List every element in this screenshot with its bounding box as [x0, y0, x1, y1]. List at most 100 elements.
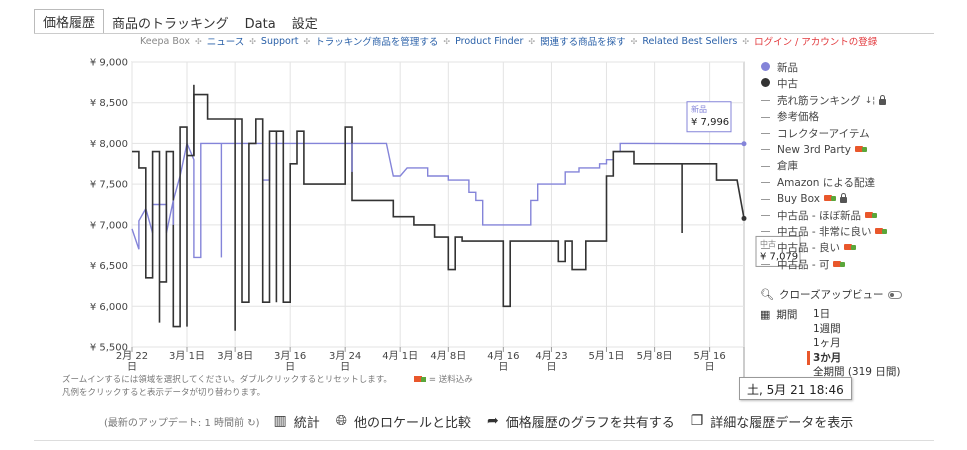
- legend-label: New 3rd Party: [777, 143, 851, 156]
- series-dash-icon: [760, 109, 771, 125]
- series-dash-icon: [760, 93, 771, 109]
- x-tick-label-line2: 日: [340, 362, 350, 373]
- period-option-3[interactable]: 3か月: [807, 350, 900, 366]
- action-share[interactable]: ➦ 価格履歴のグラフを共有する: [487, 412, 675, 431]
- x-tick-label: 4月 8日: [430, 350, 466, 362]
- subnav-link-4[interactable]: Product Finder: [455, 35, 524, 47]
- legend-item-1[interactable]: 中古: [760, 76, 887, 92]
- series-dash-icon: [760, 240, 771, 256]
- magnifier-icon: 🔍︎: [760, 288, 774, 301]
- legend-label: 中古品 - 非常に良い: [777, 225, 872, 238]
- period-label: 期間: [776, 309, 798, 321]
- action-bar-chart[interactable]: ▥ 統計: [273, 412, 319, 431]
- sub-navigation: Keepa Box ✣ ニュース ✣ Support ✣ トラッキング商品を管理する ✣ Pro…: [140, 34, 878, 49]
- separator-icon: ✣: [742, 36, 750, 46]
- subnav-link-3[interactable]: トラッキング商品を管理する: [315, 37, 439, 48]
- y-tick-label: ¥ 6,500: [90, 261, 128, 272]
- legend-marker: [761, 247, 770, 249]
- period-option-1[interactable]: 1週間: [813, 322, 841, 335]
- sort-order-icon[interactable]: ↓¦: [864, 95, 876, 106]
- shipping-truck-icon: [843, 244, 856, 252]
- legend-item-9[interactable]: 中古品 - ほぼ新品: [760, 208, 887, 224]
- period-option-2[interactable]: 1ヶ月: [813, 337, 841, 350]
- tab-3[interactable]: 設定: [291, 17, 318, 32]
- legend-item-0[interactable]: 新品: [760, 60, 887, 76]
- legend-item-8[interactable]: Buy Box: [760, 191, 887, 207]
- series-dot-icon: [760, 60, 771, 76]
- shipping-truck-icon: [413, 375, 426, 384]
- legend-item-5[interactable]: New 3rd Party: [760, 142, 887, 158]
- lock-icon: [839, 193, 847, 204]
- legend-marker: [761, 182, 770, 184]
- legend-item-10[interactable]: 中古品 - 非常に良い: [760, 224, 888, 240]
- subnav-link-1[interactable]: ニュース: [206, 37, 245, 48]
- subnav-link-0[interactable]: Keepa Box: [140, 35, 190, 47]
- toggle-switch-icon[interactable]: [888, 290, 903, 299]
- subnav-link-2[interactable]: Support: [260, 35, 299, 47]
- legend-item-12[interactable]: 中古品 - 可: [760, 257, 887, 273]
- legend-label: 売れ筋ランキング: [777, 94, 861, 107]
- legend-label: 新品: [777, 62, 798, 74]
- series-dash-icon: [760, 175, 771, 191]
- period-option-0[interactable]: 1日: [813, 308, 831, 320]
- legend-hint: 凡例をクリックすると表示データが切り替わります。: [62, 387, 266, 398]
- action-label: 他のロケールと比較: [353, 415, 471, 431]
- separator-icon: ✣: [194, 36, 202, 46]
- x-tick-label-line2: 日: [498, 362, 508, 373]
- legend-label: コレクターアイテム: [777, 127, 870, 140]
- legend-marker: [761, 264, 770, 266]
- series-dash-icon: [760, 257, 771, 273]
- subnav-link-7[interactable]: ログイン / アカウントの登録: [754, 37, 878, 48]
- series-dash-icon: [760, 126, 771, 142]
- legend-label: 中古品 - 可: [777, 258, 830, 271]
- series-end-marker: [741, 141, 747, 147]
- legend-marker: [761, 149, 770, 151]
- end-value-box: [755, 235, 801, 267]
- tab-0[interactable]: 価格履歴: [34, 9, 105, 34]
- legend-item-2[interactable]: 売れ筋ランキング ↓¦: [760, 93, 887, 109]
- legend-label: 中古品 - 良い: [777, 242, 840, 255]
- period-option-4[interactable]: 全期間 (319 日間): [813, 366, 901, 379]
- closeup-view-toggle[interactable]: 🔍︎ クローズアップビュー: [760, 287, 903, 302]
- plot-area[interactable]: [131, 61, 745, 348]
- x-tick-label: 3月 24: [329, 350, 361, 362]
- legend-item-4[interactable]: コレクターアイテム: [760, 126, 887, 142]
- last-update: (最新のアップデート: 1 時間前 ↻): [104, 417, 260, 429]
- refresh-icon[interactable]: ↻: [247, 417, 256, 429]
- x-tick-label-line2: 日: [127, 362, 137, 373]
- action-label: 詳細な履歴データを表示: [710, 415, 854, 431]
- action-globe[interactable]: 🌐︎ 他のロケールと比較: [336, 412, 471, 431]
- shipping-truck-icon: [833, 260, 846, 269]
- legend-item-3[interactable]: 参考価格: [760, 109, 887, 125]
- action-copy[interactable]: ❐ 詳細な履歴データを表示: [691, 412, 854, 431]
- legend-marker: [761, 100, 770, 102]
- legend-item-11[interactable]: 中古品 - 良い: [760, 240, 887, 256]
- end-label-value: ¥ 7,996: [691, 117, 729, 128]
- separator-icon: ✣: [630, 36, 638, 46]
- series-dot-icon: [760, 76, 771, 92]
- subnav-link-6[interactable]: Related Best Sellers: [642, 35, 738, 47]
- legend-item-6[interactable]: 倉庫: [760, 158, 887, 174]
- x-tick-label: 5月 1日: [589, 350, 625, 362]
- x-tick-label: 4月 1日: [382, 350, 418, 362]
- action-label: 統計: [293, 415, 320, 431]
- subnav-link-5[interactable]: 関連する商品を探す: [540, 37, 626, 48]
- chart-help-note: ズームインするには領域を選択してください。ダブルクリックするとリセットします。 =…: [62, 374, 473, 399]
- share-icon: ➦: [486, 413, 499, 429]
- tab-2[interactable]: Data: [244, 17, 276, 32]
- x-tick-label-line2: 日: [285, 362, 295, 373]
- legend-item-7[interactable]: Amazon による配達: [760, 175, 887, 191]
- x-tick-label: 2月 22: [116, 350, 148, 362]
- shipping-truck-icon: [875, 228, 888, 236]
- series-line-used[interactable]: [132, 93, 745, 328]
- end-label-value: ¥ 7,079: [760, 251, 798, 262]
- tab-1[interactable]: 商品のトラッキング: [112, 17, 229, 32]
- x-tick-label: 3月 16: [274, 350, 306, 362]
- series-line-new[interactable]: [131, 141, 745, 259]
- period-selector: ▦ 期間 1日 1週間 1ヶ月 3か月 全期間 (319 日間): [760, 307, 900, 378]
- separator-icon: ✣: [303, 36, 311, 46]
- shipping-truck-icon: [823, 195, 836, 203]
- legend-label: 参考価格: [777, 111, 819, 124]
- x-tick-label: 5月 8日: [637, 350, 673, 362]
